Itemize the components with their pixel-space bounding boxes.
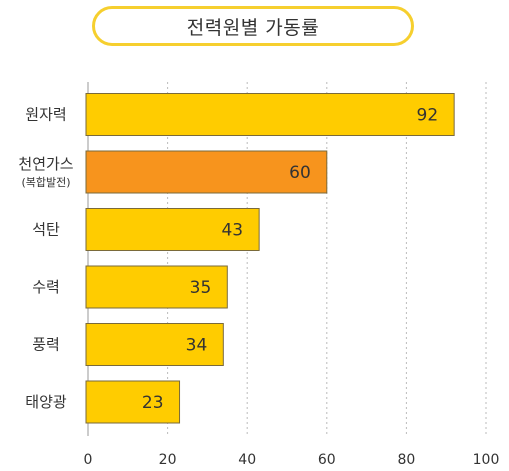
bar <box>85 93 455 136</box>
category-sublabel: (복합발전) <box>21 176 70 189</box>
x-tick-label: 20 <box>159 452 177 468</box>
x-tick-label: 100 <box>473 452 500 468</box>
category-label: 태양광 <box>25 393 67 411</box>
category-label: 수력 <box>32 278 60 296</box>
category-label: 석탄 <box>32 221 60 239</box>
x-tick-label: 0 <box>84 452 93 468</box>
bar-value-label: 35 <box>190 278 212 298</box>
x-tick-label: 80 <box>397 452 415 468</box>
bar-value-label: 43 <box>221 221 243 241</box>
category-label: 천연가스 <box>18 155 73 173</box>
bar <box>85 323 224 366</box>
bar <box>85 265 228 309</box>
bar-value-label: 34 <box>186 336 208 356</box>
bar-value-label: 23 <box>142 393 164 413</box>
x-tick-label: 40 <box>238 452 256 468</box>
bar <box>85 150 328 194</box>
bar-value-label: 92 <box>417 106 439 126</box>
x-tick-label: 60 <box>318 452 336 468</box>
category-label: 풍력 <box>32 336 60 354</box>
category-label: 원자력 <box>25 106 66 124</box>
bar-value-label: 60 <box>289 163 311 183</box>
chart-title: 전력원별 가동률 <box>186 16 320 39</box>
bar <box>85 208 260 251</box>
bar <box>85 380 181 424</box>
chart-title-box: 전력원별 가동률 <box>92 6 414 46</box>
